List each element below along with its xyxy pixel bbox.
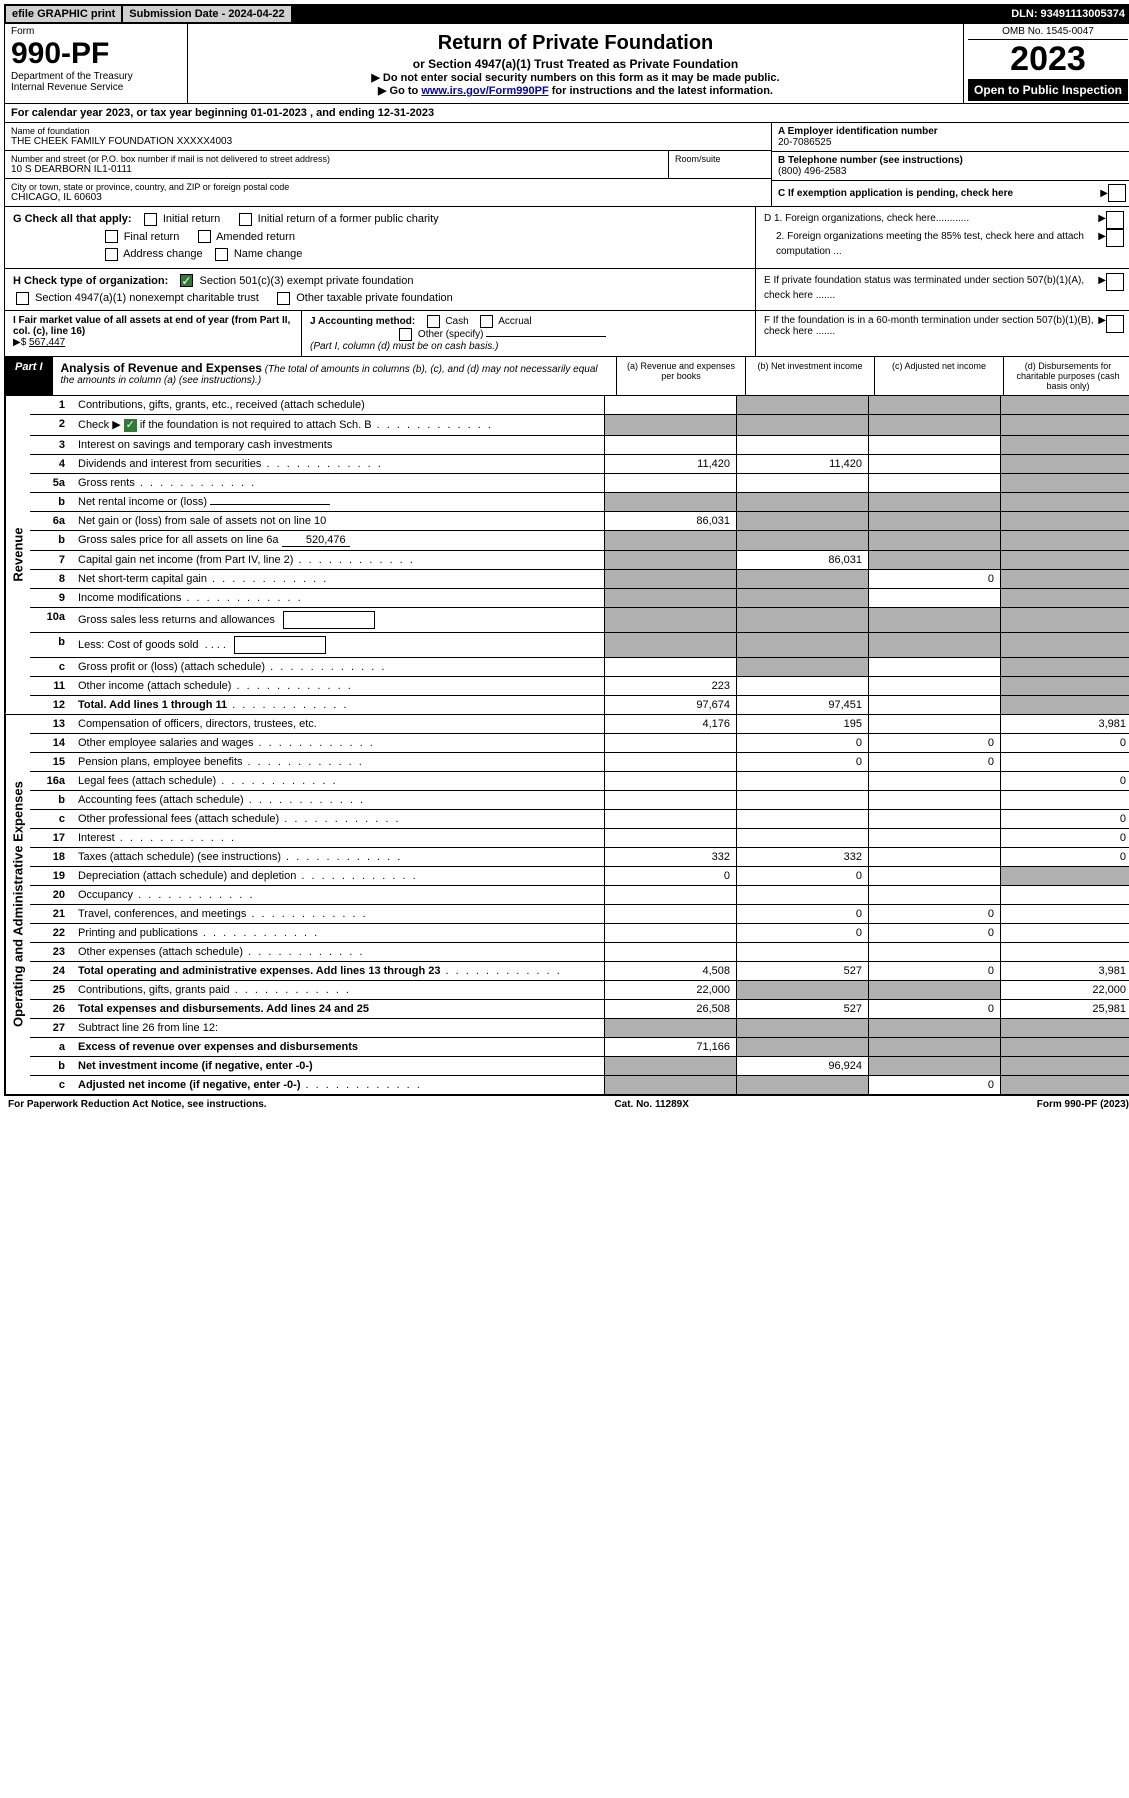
page-footer: For Paperwork Reduction Act Notice, see …	[4, 1095, 1129, 1113]
h-label: H Check type of organization:	[13, 275, 168, 287]
check-section-h: H Check type of organization: Section 50…	[4, 269, 1129, 311]
expenses-side-label: Operating and Administrative Expenses	[5, 715, 30, 1094]
address: 10 S DEARBORN IL1-0111	[11, 164, 662, 175]
col-b-header: (b) Net investment income	[745, 357, 874, 395]
part1-title: Analysis of Revenue and Expenses	[61, 361, 262, 375]
d2-checkbox[interactable]	[1106, 229, 1124, 247]
j-label: J Accounting method:	[310, 316, 415, 327]
line6b-value: 520,476	[282, 534, 350, 547]
top-bar: efile GRAPHIC print Submission Date - 20…	[4, 4, 1129, 24]
name-change-checkbox[interactable]	[215, 248, 228, 261]
name-label: Name of foundation	[11, 126, 765, 136]
col-a-header: (a) Revenue and expenses per books	[616, 357, 745, 395]
irs-link[interactable]: www.irs.gov/Form990PF	[421, 85, 548, 97]
form-label: Form	[11, 26, 181, 37]
phone: (800) 496-2583	[778, 166, 846, 177]
initial-former-checkbox[interactable]	[239, 213, 252, 226]
expenses-section: Operating and Administrative Expenses 13…	[4, 715, 1129, 1095]
d2-label: 2. Foreign organizations meeting the 85%…	[764, 229, 1098, 259]
expenses-table: 13Compensation of officers, directors, t…	[30, 715, 1129, 1094]
revenue-side-label: Revenue	[5, 396, 30, 714]
initial-return-checkbox[interactable]	[144, 213, 157, 226]
revenue-section: Revenue 1Contributions, gifts, grants, e…	[4, 396, 1129, 715]
cash-checkbox[interactable]	[427, 315, 440, 328]
fmv-value: 567,447	[29, 337, 65, 348]
entity-info: Name of foundation THE CHEEK FAMILY FOUN…	[4, 123, 1129, 207]
addr-change-checkbox[interactable]	[105, 248, 118, 261]
phone-label: B Telephone number (see instructions)	[778, 155, 963, 166]
e-checkbox[interactable]	[1106, 273, 1124, 291]
final-return-checkbox[interactable]	[105, 230, 118, 243]
d1-checkbox[interactable]	[1106, 211, 1124, 229]
form-number: 990-PF	[11, 37, 181, 71]
check-section-gd: G Check all that apply: Initial return I…	[4, 207, 1129, 269]
tax-year: 2023	[968, 40, 1128, 79]
form-ref: Form 990-PF (2023)	[1037, 1099, 1129, 1110]
exemption-label: C If exemption application is pending, c…	[778, 188, 1013, 199]
other-method-checkbox[interactable]	[399, 328, 412, 341]
row-ijf: I Fair market value of all assets at end…	[4, 311, 1129, 357]
irs-label: Internal Revenue Service	[11, 82, 181, 93]
e-label: E If private foundation status was termi…	[764, 273, 1098, 303]
amended-return-checkbox[interactable]	[198, 230, 211, 243]
i-label: I Fair market value of all assets at end…	[13, 315, 290, 337]
form-subtitle: or Section 4947(a)(1) Trust Treated as P…	[198, 57, 953, 71]
submission-date: Submission Date - 2024-04-22	[123, 6, 290, 22]
f-label: F If the foundation is in a 60-month ter…	[764, 315, 1098, 337]
col-c-header: (c) Adjusted net income	[874, 357, 1003, 395]
cat-no: Cat. No. 11289X	[267, 1099, 1037, 1110]
schb-check-icon: ✓	[124, 419, 137, 432]
j-note: (Part I, column (d) must be on cash basi…	[310, 341, 498, 352]
omb-number: OMB No. 1545-0047	[968, 26, 1128, 40]
form-title: Return of Private Foundation	[198, 32, 953, 55]
addr-label: Number and street (or P.O. box number if…	[11, 154, 662, 164]
4947-checkbox[interactable]	[16, 292, 29, 305]
dln: DLN: 93491113005374	[1005, 6, 1129, 22]
f-checkbox[interactable]	[1106, 315, 1124, 333]
form-header: Form 990-PF Department of the Treasury I…	[4, 24, 1129, 104]
d1-label: D 1. Foreign organizations, check here..…	[764, 211, 1098, 229]
inspection-label: Open to Public Inspection	[968, 79, 1128, 101]
other-taxable-checkbox[interactable]	[277, 292, 290, 305]
ssn-note: ▶ Do not enter social security numbers o…	[198, 71, 953, 84]
501c3-checkbox[interactable]	[180, 274, 193, 287]
ein: 20-7086525	[778, 137, 831, 148]
efile-label: efile GRAPHIC print	[6, 6, 121, 22]
revenue-table: 1Contributions, gifts, grants, etc., rec…	[30, 396, 1129, 714]
exemption-checkbox[interactable]	[1108, 184, 1126, 202]
foundation-name: THE CHEEK FAMILY FOUNDATION XXXXX4003	[11, 136, 765, 147]
g-label: G Check all that apply:	[13, 213, 132, 225]
part1-header: Part I Analysis of Revenue and Expenses …	[4, 357, 1129, 396]
calendar-year: For calendar year 2023, or tax year begi…	[4, 104, 1129, 123]
link-note: ▶ Go to www.irs.gov/Form990PF for instru…	[198, 84, 953, 97]
ein-label: A Employer identification number	[778, 126, 938, 137]
room-label: Room/suite	[669, 151, 771, 178]
paperwork-notice: For Paperwork Reduction Act Notice, see …	[8, 1099, 267, 1110]
col-d-header: (d) Disbursements for charitable purpose…	[1003, 357, 1129, 395]
part1-label: Part I	[5, 357, 53, 395]
accrual-checkbox[interactable]	[480, 315, 493, 328]
city-label: City or town, state or province, country…	[11, 182, 765, 192]
city-state-zip: CHICAGO, IL 60603	[11, 192, 765, 203]
dept-treasury: Department of the Treasury	[11, 71, 181, 82]
